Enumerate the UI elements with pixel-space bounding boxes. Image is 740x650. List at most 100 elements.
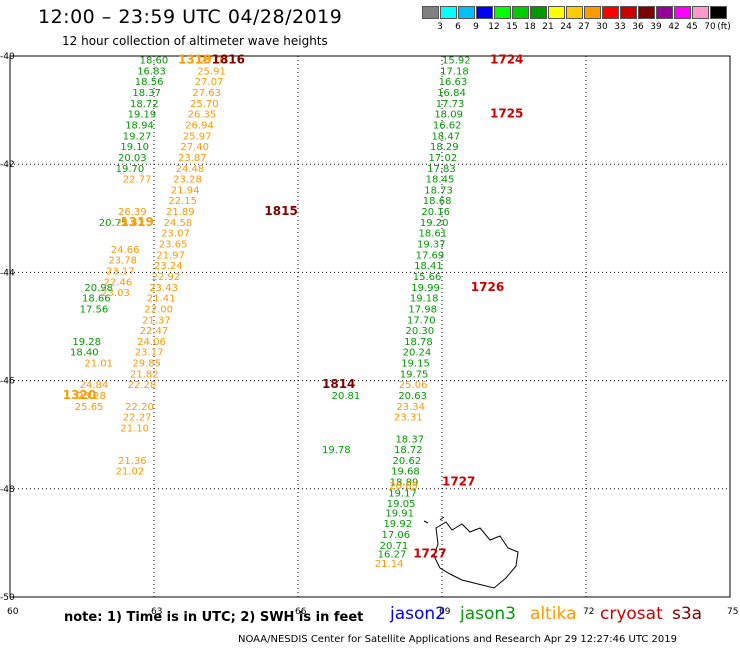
color-scale-tick: 27	[578, 22, 590, 32]
swh-value-label: 23.28	[77, 391, 106, 402]
swh-value-label: 20.63	[398, 391, 427, 402]
y-tick-label: -42	[0, 160, 15, 170]
swh-value-label: 19.20	[420, 218, 449, 229]
x-tick-label: 63	[151, 607, 162, 617]
color-swatch	[566, 6, 583, 19]
swh-value-label: 22.20	[125, 402, 154, 413]
legend-jason2: jason2	[390, 604, 446, 624]
color-swatch	[638, 6, 655, 19]
swh-value-label: 17.56	[80, 304, 109, 315]
swh-value-label: 15.66	[413, 272, 442, 283]
pass-time-label: 1318	[178, 53, 211, 67]
pass-time-label: 1725	[490, 107, 523, 121]
pass-time-label: 1726	[471, 280, 504, 294]
color-scale-tick: 42	[668, 22, 680, 32]
swh-value-label: 19.18	[410, 294, 439, 305]
color-swatch	[548, 6, 565, 19]
swh-value-label: 21.97	[156, 250, 185, 261]
color-swatch	[494, 6, 511, 19]
swh-value-label: 21.37	[142, 315, 171, 326]
y-tick-label: -50	[0, 593, 15, 603]
swh-value-label: 20.71	[380, 541, 409, 552]
color-scale-tick: 36	[632, 22, 644, 32]
swh-value-label: 18.78	[404, 337, 433, 348]
swh-value-label: 25.97	[183, 131, 212, 142]
swh-value-label: 25.06	[399, 380, 428, 391]
swh-value-label: 17.83	[427, 164, 456, 175]
swh-value-label: 22.92	[152, 272, 181, 283]
swh-value-label: 17.69	[416, 250, 445, 261]
swh-value-label: 19.70	[116, 164, 145, 175]
color-swatch	[692, 6, 709, 19]
swh-value-label: 23.07	[161, 229, 190, 240]
swh-value-label: 20.24	[403, 348, 432, 359]
swh-value-label: 23.17	[135, 348, 164, 359]
kerguelen-island-outline	[433, 521, 519, 589]
swh-value-label: 24.66	[111, 245, 140, 256]
swh-value-label: 22.00	[144, 304, 173, 315]
note-text: note: 1) Time is in UTC; 2) SWH is in fe…	[64, 610, 364, 625]
swh-value-label: 18.41	[414, 261, 443, 272]
swh-value-label: 20.03	[118, 153, 147, 164]
swh-value-label: 16.83	[137, 66, 166, 77]
x-tick-label: 69	[439, 607, 451, 617]
swh-value-label: 16.62	[433, 120, 462, 131]
pass-time-label: 1816	[212, 53, 245, 67]
color-swatch	[422, 6, 439, 19]
y-tick-label: -46	[0, 377, 15, 387]
island-fragments	[423, 516, 445, 524]
swh-value-label: 23.17	[106, 267, 135, 278]
color-scale-tick: 21	[542, 22, 554, 32]
swh-value-label: 25.65	[75, 402, 104, 413]
swh-value-label: 21.01	[84, 359, 113, 370]
legend-jason3: jason3	[460, 604, 516, 624]
color-scale-tick: 15	[506, 22, 518, 32]
chart-title: 12:00 – 23:59 UTC 04/28/2019	[38, 6, 343, 28]
swh-value-label: 19.10	[120, 142, 149, 153]
swh-value-label: 27.07	[195, 77, 224, 88]
swh-value-label: 18.09	[434, 110, 463, 121]
x-tick-label: 75	[727, 607, 738, 617]
color-swatch	[512, 6, 529, 19]
swh-value-label: 22.27	[123, 413, 152, 424]
swh-value-label: 17.18	[440, 66, 469, 77]
legend-altika: altika	[530, 604, 577, 624]
swh-value-label: 29.85	[132, 359, 161, 370]
x-tick-label: 72	[583, 607, 594, 617]
swh-value-label: 20.75	[99, 218, 128, 229]
swh-value-label: 20.62	[393, 456, 422, 467]
swh-value-label: 20.81	[332, 391, 361, 402]
swh-value-label: 21.82	[130, 369, 159, 380]
swh-value-label: 19.92	[383, 519, 412, 530]
swh-value-label: 19.78	[322, 445, 351, 456]
pass-time-label: 1320	[63, 388, 96, 402]
footer-credit: NOAA/NESDIS Center for Satellite Applica…	[238, 634, 677, 645]
color-scale-tick: 6	[455, 22, 461, 32]
y-tick-label: -48	[0, 485, 15, 495]
swh-value-label: 18.72	[394, 445, 423, 456]
swh-value-label: 23.28	[173, 175, 202, 186]
color-swatch	[710, 6, 727, 19]
swh-value-label: 19.75	[400, 369, 429, 380]
swh-value-label: 21.02	[116, 467, 145, 478]
swh-value-label: 22.47	[140, 326, 169, 337]
swh-value-label: 19.68	[391, 467, 420, 478]
swh-value-label: 19.37	[417, 240, 446, 251]
swh-value-label: 18.60	[140, 56, 169, 67]
swh-value-label: 26.94	[185, 120, 214, 131]
color-scale-tick: 24	[560, 22, 572, 32]
color-scale-tick: 30	[596, 22, 608, 32]
swh-value-label: 24.48	[176, 164, 205, 175]
color-scale-tick: 33	[614, 22, 626, 32]
color-swatch	[440, 6, 457, 19]
swh-value-label: 16.84	[437, 88, 466, 99]
swh-value-label: 24.58	[164, 218, 193, 229]
color-scale-tick: 39	[650, 22, 662, 32]
swh-value-label: 21.36	[118, 456, 147, 467]
legend-s3a: s3a	[672, 604, 703, 624]
swh-value-label: 19.19	[128, 110, 157, 121]
x-tick-label: 60	[7, 607, 19, 617]
swh-value-label: 17.70	[407, 315, 436, 326]
y-tick-label: -44	[0, 268, 15, 278]
color-swatch	[476, 6, 493, 19]
